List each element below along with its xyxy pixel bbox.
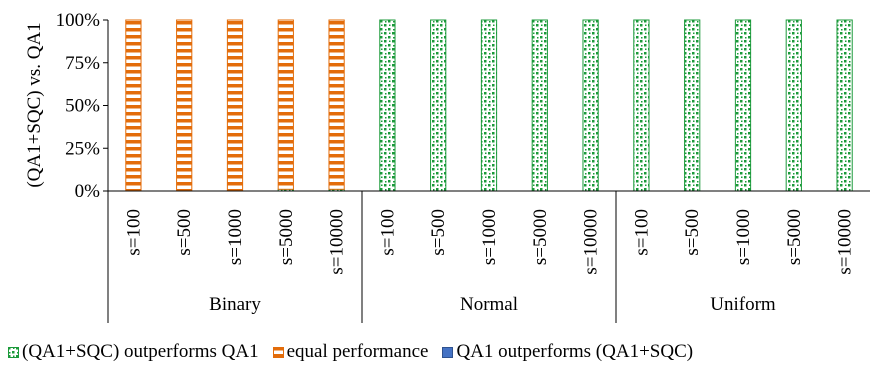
x-tick-label: s=1000 [225,209,246,265]
bar-segment [785,19,802,192]
y-tick-label: 50% [65,96,100,117]
x-tick-label: s=5000 [530,209,551,265]
y-tick-label: 75% [65,53,100,74]
legend: (QA1+SQC) outperforms QA1 equal performan… [8,340,707,364]
x-tick-label: s=10000 [581,209,602,275]
x-tick-label: s=500 [682,209,703,256]
x-tick-label: s=5000 [276,209,297,265]
bar-segment [836,19,853,192]
legend-item: equal performance [272,341,429,363]
legend-item: (QA1+SQC) outperforms QA1 [8,341,259,363]
x-tick-label: s=500 [428,209,449,256]
bar-segment [430,19,447,192]
y-tick-label: 100% [56,10,101,31]
bar-segment [277,19,294,190]
bar-segment [633,19,650,192]
group-label: Binary [209,294,261,315]
y-tick-label: 25% [65,138,100,159]
bar-segment [125,19,142,192]
legend-swatch [8,346,19,358]
bar-segment [226,19,244,192]
x-tick-label: s=100 [377,209,398,256]
bar-segment [176,19,193,192]
legend-swatch [442,346,454,358]
x-tick-label: s=10000 [327,209,348,275]
bar-segment [379,19,396,192]
x-tick-label: s=100 [631,209,652,256]
stacked-bar-chart: (QA1+SQC) vs. QA1 0% 25% 50% 75% 100% s=100 s… [24,10,870,323]
legend-label: (QA1+SQC) outperforms QA1 [22,341,259,362]
legend-label: equal performance [286,341,429,362]
legend-item: QA1 outperforms (QA1+SQC) [442,341,693,363]
bar-segment [684,19,701,192]
legend-label: QA1 outperforms (QA1+SQC) [456,341,694,362]
bar-segment [531,19,548,192]
x-tick-label: s=1000 [479,209,500,265]
x-tick-label: s=100 [123,209,144,256]
group-label: Normal [460,294,518,315]
bar-segment [480,19,498,192]
x-tick-label: s=500 [174,209,195,256]
x-tick-label: s=5000 [784,209,805,265]
y-tick-label: 0% [75,181,101,202]
bar-segment [582,19,599,192]
legend-swatch [272,346,284,358]
y-axis-label: (QA1+SQC) vs. QA1 [24,22,45,187]
bar-segment [328,19,345,190]
x-tick-label: s=1000 [733,209,754,265]
x-tick-label: s=10000 [835,209,856,275]
group-label: Uniform [710,294,776,315]
bar-segment [734,19,752,192]
